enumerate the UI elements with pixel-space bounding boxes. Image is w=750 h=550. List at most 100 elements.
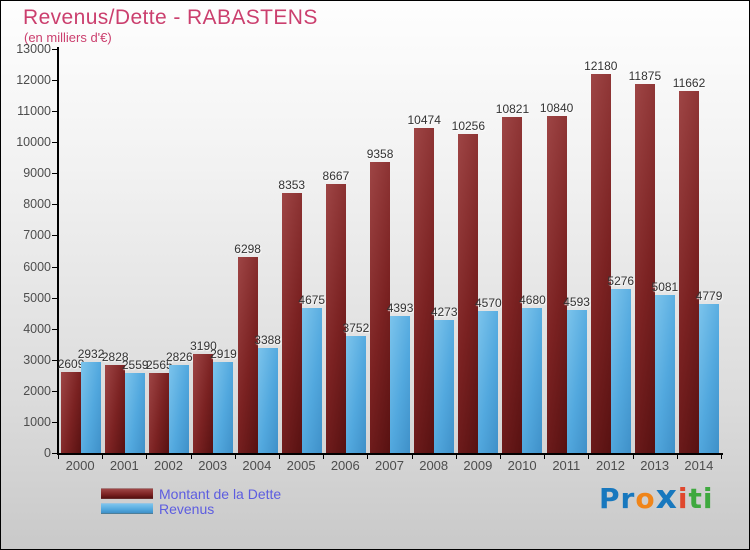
x-axis-tick	[411, 455, 413, 459]
x-axis-label: 2014	[684, 458, 714, 473]
bar-revenus-2013: 5081	[652, 280, 678, 453]
bar-dette-2006: 8667	[323, 169, 349, 453]
y-axis-tick	[52, 421, 57, 423]
bar-dette-2001: 2828	[102, 350, 129, 453]
x-axis-label: 2003	[198, 458, 228, 473]
logo-letter: i	[702, 482, 714, 515]
value-label-revenus-2007: 4393	[386, 301, 414, 315]
bar-group-2005: 8353 4675	[278, 49, 326, 453]
value-label-revenus-2005: 4675	[298, 293, 326, 307]
value-label-dette-2004: 6298	[234, 242, 261, 256]
bar-revenus-2002: 2826	[166, 350, 193, 453]
y-axis-label: 4000	[23, 321, 51, 336]
x-axis-tick	[102, 455, 104, 459]
logo-letter: r	[620, 482, 636, 515]
value-label-dette-2013: 11875	[628, 69, 662, 83]
value-label-dette-2003: 3190	[190, 339, 217, 353]
bar-group-2009: 10256 4570	[452, 49, 502, 453]
x-axis-line	[57, 453, 723, 455]
x-axis-label: 2008	[419, 458, 449, 473]
bar-dette-2004: 6298	[234, 242, 261, 453]
y-axis-label: 0	[44, 446, 51, 460]
x-axis-tick	[544, 455, 546, 459]
bar-revenus-2014: 4779	[696, 289, 722, 453]
y-axis-label: 10000	[16, 135, 51, 150]
value-label-dette-2002: 2565	[145, 358, 173, 372]
y-axis-label: 5000	[23, 290, 51, 305]
legend-swatch-revenus	[101, 503, 153, 514]
legend-label-dette: Montant de la Dette	[159, 485, 282, 502]
bar-revenus-2012: 5276	[607, 274, 634, 453]
y-axis-tick	[52, 111, 57, 113]
x-axis-label: 2013	[640, 458, 670, 473]
legend-item-dette: Montant de la Dette	[101, 485, 282, 502]
logo-letter: x	[655, 477, 678, 516]
y-axis-label: 13000	[16, 42, 51, 56]
x-axis-tick	[323, 455, 325, 459]
x-axis-label: 2010	[507, 458, 537, 473]
value-label-dette-2009: 10256	[451, 119, 486, 133]
y-axis-tick	[52, 390, 57, 392]
y-axis-label: 12000	[16, 73, 51, 88]
bar-dette-2000: 2609	[58, 357, 84, 453]
bar-group-2010: 10821 4680	[496, 49, 546, 453]
logo-letter: o	[635, 482, 656, 515]
bar-group-2014: 11662 4779	[673, 49, 722, 453]
value-label-dette-2014: 11662	[672, 76, 706, 90]
bar-group-2004: 6298 3388	[234, 49, 281, 453]
bar-group-2012: 12180 5276	[584, 49, 634, 453]
bar-dette-2009: 10256	[452, 119, 485, 453]
x-axis-label: 2005	[286, 458, 316, 473]
bar-revenus-2003: 2919	[210, 347, 237, 453]
x-axis-tick	[234, 455, 236, 459]
legend-swatch-dette	[101, 488, 153, 499]
y-axis-tick	[52, 235, 57, 237]
bar-revenus-2008: 4273	[431, 305, 458, 453]
bar-revenus-2000: 2932	[78, 347, 104, 453]
x-axis-tick	[58, 455, 59, 459]
x-axis-label: 2007	[375, 458, 404, 473]
y-axis-tick	[52, 142, 57, 144]
logo-letter: i	[677, 482, 689, 515]
value-label-revenus-2009: 4570	[474, 296, 502, 310]
x-axis-label: 2012	[596, 458, 625, 473]
y-axis-label: 7000	[23, 228, 51, 243]
y-axis-tick	[52, 297, 57, 299]
bar-revenus-2011: 4593	[563, 295, 590, 453]
bar-group-2002: 2565 2826	[146, 49, 193, 453]
proxiti-logo[interactable]: Proxiti	[599, 477, 714, 516]
x-axis-tick	[588, 455, 590, 459]
value-label-revenus-2006: 3752	[342, 321, 370, 335]
bar-group-2000: 2609 2932	[58, 49, 104, 453]
legend-label-revenus: Revenus	[159, 500, 215, 517]
x-axis-label: 2009	[463, 458, 493, 473]
x-axis-tick	[146, 455, 148, 459]
value-label-revenus-2001: 2559	[121, 358, 149, 372]
value-label-revenus-2004: 3388	[254, 333, 281, 347]
y-axis-label: 11000	[17, 104, 51, 119]
bar-dette-2002: 2565	[146, 358, 173, 453]
bar-dette-2003: 3190	[190, 339, 217, 453]
bar-group-2008: 10474 4273	[408, 49, 458, 453]
bar-group-2001: 2828 2559	[102, 49, 149, 453]
bar-group-2006: 8667 3752	[323, 49, 370, 453]
bar-group-2007: 9358 4393	[367, 49, 414, 453]
value-label-dette-2008: 10474	[407, 113, 441, 127]
value-label-revenus-2010: 4680	[519, 293, 546, 307]
bar-dette-2012: 12180	[584, 59, 617, 453]
y-axis-tick	[52, 453, 57, 454]
x-axis-tick	[721, 455, 722, 459]
y-axis-tick	[52, 359, 57, 361]
bar-revenus-2004: 3388	[254, 333, 281, 453]
y-axis-line	[57, 47, 59, 455]
y-axis-label: 1000	[23, 414, 51, 429]
logo-letter: t	[688, 482, 703, 515]
bar-dette-2013: 11875	[629, 69, 661, 453]
bar-group-2003: 3190 2919	[190, 49, 237, 453]
y-axis-tick	[52, 328, 57, 330]
bar-dette-2011: 10840	[540, 101, 573, 453]
x-axis-label: 2006	[330, 458, 360, 473]
bar-revenus-2001: 2559	[122, 358, 149, 453]
value-label-revenus-2014: 4779	[695, 289, 723, 303]
